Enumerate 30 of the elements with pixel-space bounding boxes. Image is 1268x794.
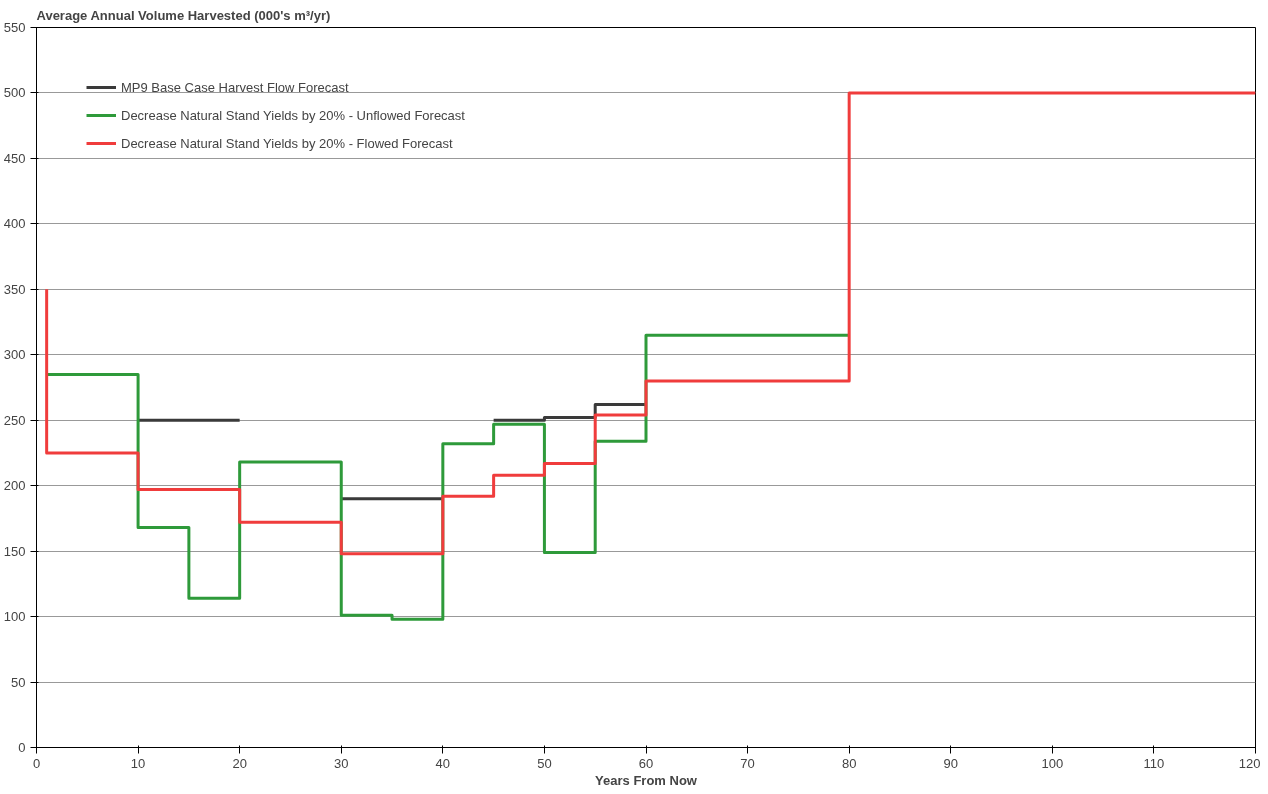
x-tick-label: 120	[1238, 755, 1261, 771]
x-tick-label: 20	[232, 755, 247, 771]
legend-label: MP9 Base Case Harvest Flow Forecast	[121, 79, 349, 95]
legend-label: Decrease Natural Stand Yields by 20% - Unflowed Forecast	[121, 107, 465, 123]
x-tick-label: 70	[740, 755, 755, 771]
y-tick-label: 200	[3, 478, 26, 494]
y-tick-label: 50	[11, 674, 26, 690]
legend-label: Decrease Natural Stand Yields by 20% - Flowed Forecast	[121, 135, 453, 151]
y-tick-label: 150	[3, 543, 26, 559]
x-axis-title: Years From Now	[595, 772, 698, 788]
x-tick-label: 80	[841, 755, 857, 771]
x-tick-label: 110	[1143, 755, 1165, 771]
y-tick-label: 500	[3, 85, 26, 101]
x-tick-label: 0	[32, 755, 41, 771]
x-tick-label: 100	[1041, 755, 1064, 771]
y-tick-label: 300	[3, 347, 26, 363]
x-tick-label: 60	[638, 755, 654, 771]
y-tick-label: 0	[18, 740, 26, 755]
y-tick-label: 100	[3, 609, 26, 625]
x-tick-label: 30	[334, 755, 349, 771]
x-tick-label: 50	[537, 755, 552, 771]
x-tick-label: 40	[435, 755, 451, 771]
y-tick-label: 550	[3, 20, 26, 35]
y-tick-label: 250	[3, 412, 26, 428]
y-tick-label: 400	[3, 216, 26, 232]
x-tick-label: 10	[130, 755, 146, 771]
chart-title: Average Annual Volume Harvested (000's m³/yr)	[36, 7, 331, 23]
y-tick-label: 450	[3, 150, 26, 166]
x-tick-label: 90	[943, 755, 958, 771]
y-tick-label: 350	[3, 281, 26, 297]
